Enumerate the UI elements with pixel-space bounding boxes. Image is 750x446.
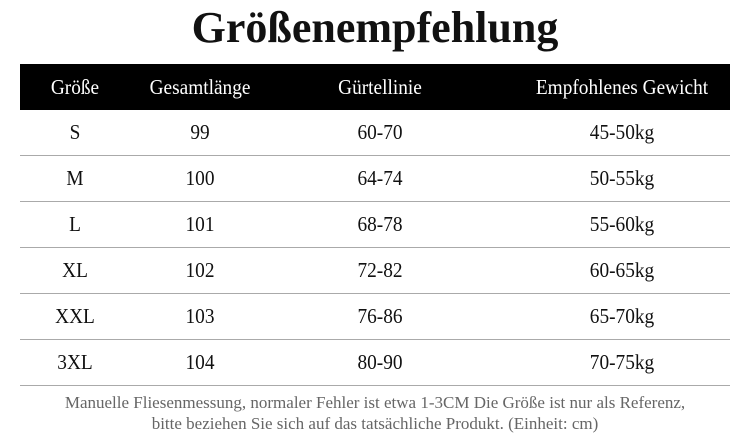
cell-size: 3XL <box>57 350 93 374</box>
cell-waist: 64-74 <box>357 166 403 190</box>
page-title: Größenempfehlung <box>191 3 559 52</box>
cell-weight: 55-60kg <box>589 212 655 236</box>
cell-waist: 60-70 <box>357 120 403 144</box>
cell-size: XXL <box>55 304 95 328</box>
cell-length: 100 <box>185 166 215 190</box>
cell-weight: 70-75kg <box>589 350 655 374</box>
header-size: Größe <box>50 74 100 99</box>
table-header: Größe Gesamtlänge Gürtellinie Empfohlene… <box>20 64 730 110</box>
cell-waist: 80-90 <box>357 350 403 374</box>
table-row: 3XL 104 80-90 70-75kg <box>20 340 730 386</box>
table-row: L 101 68-78 55-60kg <box>20 202 730 248</box>
cell-size: S <box>69 120 81 144</box>
header-length: Gesamtlänge <box>149 74 251 99</box>
cell-waist: 68-78 <box>357 212 403 236</box>
cell-weight: 60-65kg <box>589 258 655 282</box>
cell-waist: 76-86 <box>357 304 403 328</box>
footnote-line-2: bitte beziehen Sie sich auf das tatsächl… <box>151 414 599 433</box>
footnote: Manuelle Fliesenmessung, normaler Fehler… <box>0 392 750 434</box>
cell-length: 99 <box>190 120 210 144</box>
size-table: Größe Gesamtlänge Gürtellinie Empfohlene… <box>20 64 730 386</box>
header-waist: Gürtellinie <box>338 74 422 99</box>
header-weight: Empfohlenes Gewicht <box>535 74 709 99</box>
cell-weight: 65-70kg <box>589 304 655 328</box>
cell-length: 101 <box>185 212 215 236</box>
table-row: XXL 103 76-86 65-70kg <box>20 294 730 340</box>
cell-length: 102 <box>185 258 215 282</box>
table-row: XL 102 72-82 60-65kg <box>20 248 730 294</box>
cell-size: XL <box>62 258 88 282</box>
cell-length: 103 <box>185 304 215 328</box>
cell-length: 104 <box>185 350 215 374</box>
table-row: M 100 64-74 50-55kg <box>20 156 730 202</box>
cell-waist: 72-82 <box>357 258 403 282</box>
footnote-line-1: Manuelle Fliesenmessung, normaler Fehler… <box>64 393 686 412</box>
cell-size: L <box>69 212 81 236</box>
cell-weight: 45-50kg <box>589 120 655 144</box>
cell-size: M <box>66 166 84 190</box>
table-row: S 99 60-70 45-50kg <box>20 110 730 156</box>
cell-weight: 50-55kg <box>589 166 655 190</box>
